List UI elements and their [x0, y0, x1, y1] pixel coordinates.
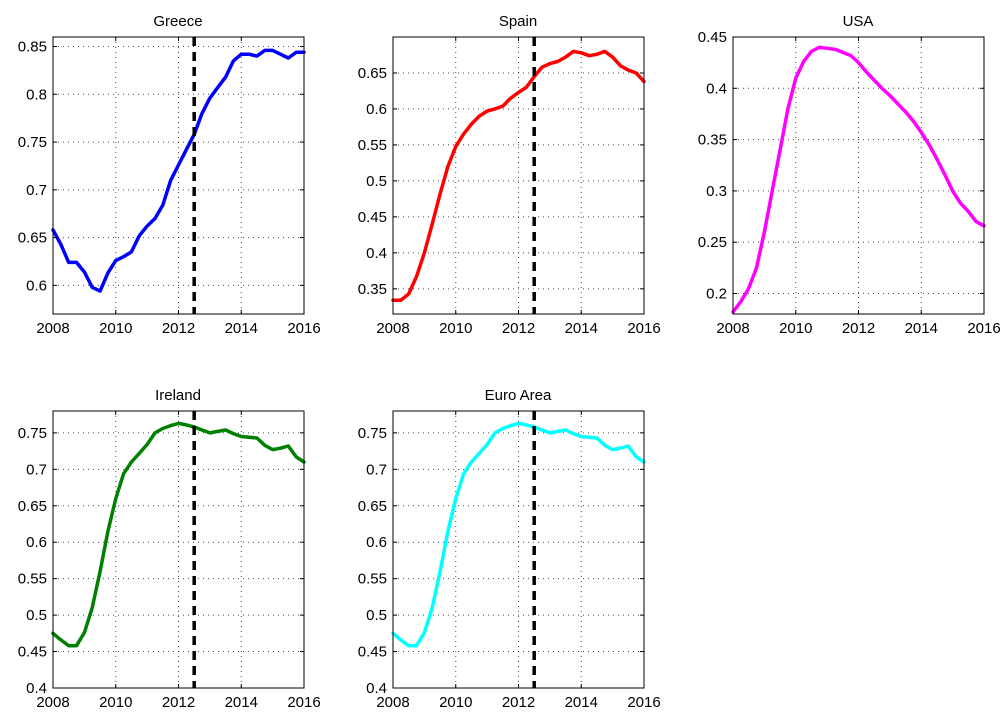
y-tick-label: 0.45: [358, 209, 387, 226]
panel-title: Spain: [499, 13, 537, 30]
y-tick-label: 0.7: [26, 182, 47, 199]
y-tick-label: 0.5: [366, 173, 387, 190]
series-line: [391, 421, 646, 648]
y-tick-label: 0.55: [358, 571, 387, 588]
y-tick-label: 0.2: [706, 285, 727, 302]
y-tick-label: 0.75: [358, 425, 387, 442]
panel-greece: Greece 2008 2010 2012 2014 2016 0.6 0.65 0.7 0.7…: [18, 13, 321, 337]
x-tick-label: 2010: [99, 320, 132, 337]
y-tick-label: 0.75: [18, 134, 47, 151]
x-tick-label: 2012: [162, 694, 195, 711]
y-tick-label: 0.75: [18, 425, 47, 442]
y-tick-label: 0.65: [358, 498, 387, 515]
y-tick-label: 0.45: [358, 644, 387, 661]
x-tick-label: 2016: [627, 320, 660, 337]
x-tick-label: 2010: [99, 694, 132, 711]
y-tick-label: 0.55: [18, 571, 47, 588]
x-tick-label: 2016: [967, 320, 1000, 337]
y-tick-label: 0.6: [26, 277, 47, 294]
x-tick-label: 2016: [287, 694, 320, 711]
y-tick-label: 0.45: [698, 29, 727, 46]
y-tick-label: 0.85: [18, 39, 47, 56]
y-tick-label: 0.4: [366, 680, 387, 697]
x-tick-label: 2016: [287, 320, 320, 337]
series-line: [731, 45, 986, 314]
y-tick-label: 0.5: [26, 607, 47, 624]
y-tick-label: 0.55: [358, 137, 387, 154]
x-tick-label: 2012: [842, 320, 875, 337]
x-tick-label: 2010: [779, 320, 812, 337]
x-tick-label: 2014: [905, 320, 938, 337]
y-tick-label: 0.7: [26, 461, 47, 478]
y-tick-label: 0.7: [366, 461, 387, 478]
y-tick-label: 0.5: [366, 607, 387, 624]
y-tick-label: 0.35: [358, 281, 387, 298]
y-tick-label: 0.45: [18, 644, 47, 661]
panel-title: USA: [843, 13, 874, 30]
panel-usa: USA 2008 2010 2012 2014 2016 0.2 0.25 0.3 0.35 0.…: [698, 13, 1001, 337]
panel-title: Ireland: [155, 387, 201, 404]
panel-title: Euro Area: [485, 387, 552, 404]
panel-ireland: Ireland 2008 2010 2012 2014 2016 0.4 0.45 0.5 0.…: [18, 387, 321, 711]
y-tick-label: 0.8: [26, 86, 47, 103]
series-line: [391, 49, 646, 303]
y-tick-label: 0.65: [18, 498, 47, 515]
x-tick-label: 2012: [162, 320, 195, 337]
x-tick-label: 2014: [225, 320, 258, 337]
y-tick-label: 0.4: [366, 245, 387, 262]
y-tick-label: 0.4: [26, 680, 47, 697]
x-tick-label: 2010: [439, 320, 472, 337]
x-tick-label: 2008: [716, 320, 749, 337]
y-tick-label: 0.65: [18, 230, 47, 247]
y-tick-label: 0.6: [366, 101, 387, 118]
y-tick-label: 0.25: [698, 234, 727, 251]
y-tick-label: 0.4: [706, 80, 727, 97]
y-tick-label: 0.6: [366, 534, 387, 551]
panel-spain: Spain 2008 2010 2012 2014 2016 0.35 0.4 0.45 0.5…: [358, 13, 661, 337]
panel-title: Greece: [153, 13, 202, 30]
x-tick-label: 2016: [627, 694, 660, 711]
x-tick-label: 2008: [376, 320, 409, 337]
series-line: [51, 48, 306, 293]
panel-euro-area: Euro Area 2008 2010 2012 2014 2016 0.4 0.45 0.5…: [358, 387, 661, 711]
y-tick-label: 0.3: [706, 183, 727, 200]
x-tick-label: 2008: [36, 694, 69, 711]
x-tick-label: 2008: [36, 320, 69, 337]
x-tick-label: 2008: [376, 694, 409, 711]
x-tick-label: 2014: [225, 694, 258, 711]
y-tick-label: 0.35: [698, 132, 727, 149]
x-tick-label: 2010: [439, 694, 472, 711]
y-tick-label: 0.6: [26, 534, 47, 551]
y-tick-label: 0.65: [358, 65, 387, 82]
x-tick-label: 2014: [565, 694, 598, 711]
x-tick-label: 2014: [565, 320, 598, 337]
x-tick-label: 2012: [502, 320, 535, 337]
series-line: [51, 421, 306, 648]
x-tick-label: 2012: [502, 694, 535, 711]
